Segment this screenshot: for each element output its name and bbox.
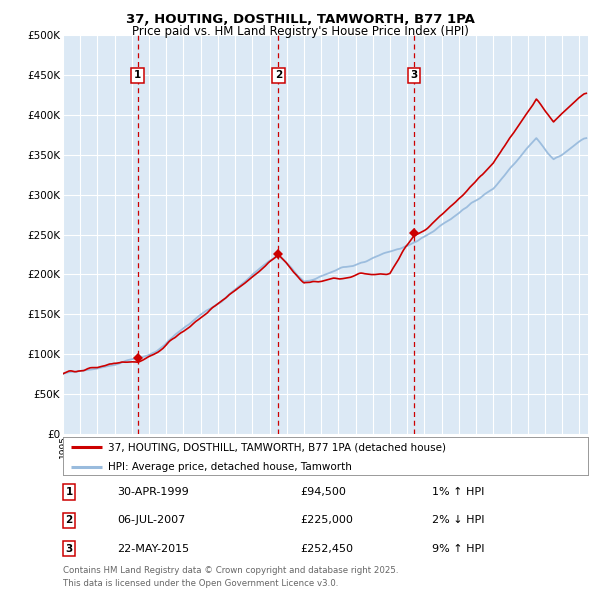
Text: This data is licensed under the Open Government Licence v3.0.: This data is licensed under the Open Gov… — [63, 579, 338, 588]
Text: £252,450: £252,450 — [300, 544, 353, 553]
Text: £94,500: £94,500 — [300, 487, 346, 497]
Text: 37, HOUTING, DOSTHILL, TAMWORTH, B77 1PA (detached house): 37, HOUTING, DOSTHILL, TAMWORTH, B77 1PA… — [107, 442, 446, 453]
Text: 9% ↑ HPI: 9% ↑ HPI — [432, 544, 485, 553]
Text: 3: 3 — [410, 70, 418, 80]
Text: 1% ↑ HPI: 1% ↑ HPI — [432, 487, 484, 497]
Text: HPI: Average price, detached house, Tamworth: HPI: Average price, detached house, Tamw… — [107, 461, 352, 471]
Text: 2% ↓ HPI: 2% ↓ HPI — [432, 516, 485, 525]
Text: 37, HOUTING, DOSTHILL, TAMWORTH, B77 1PA: 37, HOUTING, DOSTHILL, TAMWORTH, B77 1PA — [125, 13, 475, 26]
Text: 1: 1 — [65, 487, 73, 497]
Text: 2: 2 — [65, 516, 73, 525]
Text: 30-APR-1999: 30-APR-1999 — [117, 487, 189, 497]
Text: 2: 2 — [275, 70, 282, 80]
Text: Contains HM Land Registry data © Crown copyright and database right 2025.: Contains HM Land Registry data © Crown c… — [63, 566, 398, 575]
Text: Price paid vs. HM Land Registry's House Price Index (HPI): Price paid vs. HM Land Registry's House … — [131, 25, 469, 38]
Text: 22-MAY-2015: 22-MAY-2015 — [117, 544, 189, 553]
Text: 1: 1 — [134, 70, 141, 80]
Text: £225,000: £225,000 — [300, 516, 353, 525]
Text: 06-JUL-2007: 06-JUL-2007 — [117, 516, 185, 525]
Text: 3: 3 — [65, 544, 73, 553]
